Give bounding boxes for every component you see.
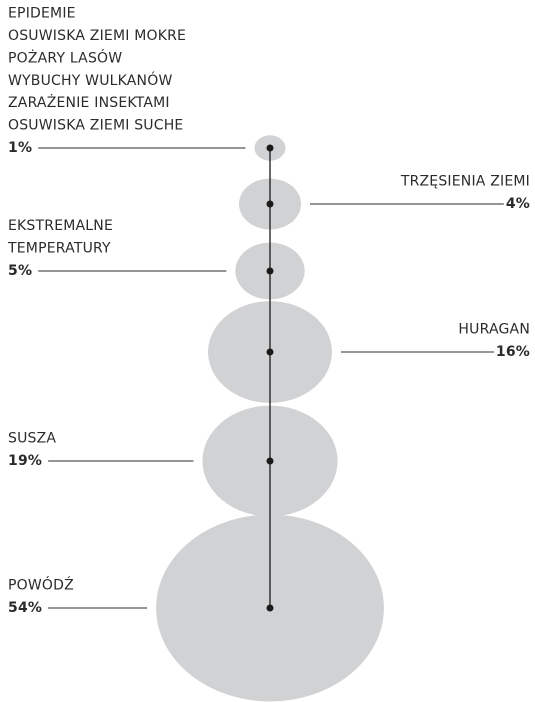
category-label: SUSZA bbox=[8, 431, 56, 447]
value-label: 54% bbox=[8, 600, 42, 616]
category-label: TEMPERATURY bbox=[7, 241, 111, 257]
center-dot bbox=[266, 144, 274, 152]
category-label: ZARAŻENIE INSEKTAMI bbox=[8, 93, 170, 111]
center-dot bbox=[266, 267, 274, 275]
center-dot bbox=[266, 457, 274, 465]
value-label: 16% bbox=[496, 344, 530, 360]
category-label: TRZĘSIENIA ZIEMI bbox=[400, 174, 530, 190]
category-label: WYBUCHY WULKANÓW bbox=[8, 71, 173, 89]
category-label: POWÓDŹ bbox=[8, 576, 74, 594]
category-label: OSUWISKA ZIEMI MOKRE bbox=[8, 28, 186, 44]
value-label: 19% bbox=[8, 453, 42, 469]
category-label: EKSTREMALNE bbox=[8, 218, 113, 234]
value-label: 1% bbox=[8, 140, 32, 156]
center-dot bbox=[266, 604, 274, 612]
category-label: EPIDEMIE bbox=[8, 6, 76, 22]
value-label: 5% bbox=[8, 263, 32, 279]
center-dot bbox=[266, 200, 274, 208]
center-dot bbox=[266, 348, 274, 356]
category-label: OSUWISKA ZIEMI SUCHE bbox=[8, 118, 183, 134]
category-label: HURAGAN bbox=[458, 322, 530, 338]
value-label: 4% bbox=[506, 196, 530, 212]
category-label: POŻARY LASÓW bbox=[8, 48, 122, 66]
